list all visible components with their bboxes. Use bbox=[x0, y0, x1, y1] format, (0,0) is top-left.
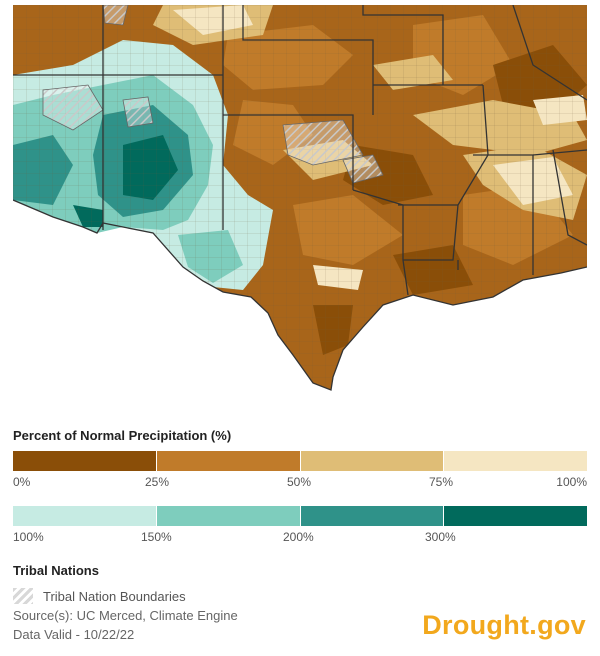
dry-tick-0: 0% bbox=[13, 475, 31, 489]
wet-tick-3: 300% bbox=[425, 530, 456, 544]
wet-swatch-1 bbox=[155, 506, 300, 526]
legend-title: Percent of Normal Precipitation (%) bbox=[13, 428, 232, 443]
dry-tick-1: 25% bbox=[145, 475, 170, 489]
state-boundary bbox=[223, 114, 354, 190]
state-boundary bbox=[532, 149, 587, 156]
dry-tick-2: 50% bbox=[287, 475, 312, 489]
tribal-boundaries-label: Tribal Nation Boundaries bbox=[43, 588, 186, 604]
wet-swatch-3 bbox=[443, 506, 587, 526]
wet-tick-1: 150% bbox=[141, 530, 172, 544]
state-boundary bbox=[242, 5, 374, 115]
coastline bbox=[13, 199, 587, 391]
tribal-nation-area bbox=[42, 84, 104, 131]
drought-gov-logo[interactable]: Drought.gov bbox=[422, 610, 586, 640]
tribal-nations-title: Tribal Nations bbox=[13, 563, 99, 578]
tribal-nation-area bbox=[282, 119, 364, 166]
wet-color-scale bbox=[13, 506, 587, 526]
dry-swatch-3 bbox=[443, 451, 587, 471]
state-boundary bbox=[403, 84, 489, 261]
dry-tick-3: 75% bbox=[429, 475, 454, 489]
wet-swatch-2 bbox=[299, 506, 444, 526]
state-boundary bbox=[552, 149, 587, 246]
tribal-nation-area bbox=[122, 96, 154, 128]
state-boundary bbox=[362, 5, 444, 85]
wet-tick-labels: 100% 150% 200% 300% bbox=[13, 530, 587, 546]
state-boundary bbox=[352, 189, 409, 296]
dry-swatch-2 bbox=[299, 451, 444, 471]
wet-tick-2: 200% bbox=[283, 530, 314, 544]
source-text: Source(s): UC Merced, Climate Engine bbox=[13, 608, 238, 623]
dry-swatch-0 bbox=[13, 451, 156, 471]
state-boundary bbox=[13, 5, 223, 230]
tribal-boundaries-legend-item: Tribal Nation Boundaries bbox=[13, 587, 186, 605]
land-region bbox=[13, 5, 587, 390]
dry-swatch-1 bbox=[155, 451, 300, 471]
state-boundary bbox=[512, 5, 587, 101]
precipitation-map bbox=[13, 5, 587, 400]
dry-tick-labels: 0% 25% 50% 75% 100% bbox=[13, 475, 587, 491]
dry-color-scale bbox=[13, 451, 587, 471]
data-valid-text: Data Valid - 10/22/22 bbox=[13, 627, 135, 642]
wet-swatch-0 bbox=[13, 506, 156, 526]
wet-tick-0: 100% bbox=[13, 530, 44, 544]
dry-tick-4: 100% bbox=[556, 475, 587, 489]
hatch-swatch-icon bbox=[13, 588, 33, 604]
tribal-nation-area bbox=[102, 5, 129, 26]
